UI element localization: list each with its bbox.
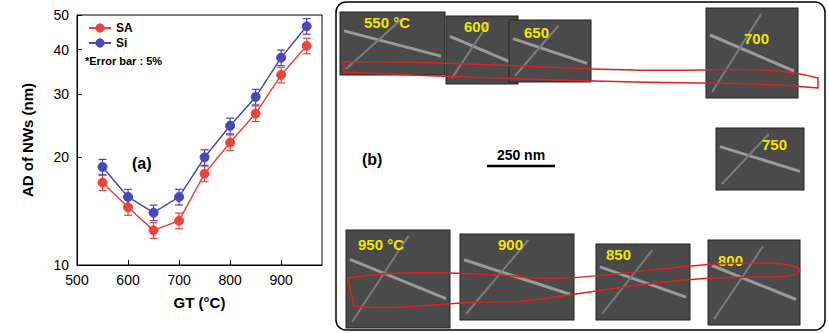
svg-text:950 °C: 950 °C [358, 236, 404, 253]
svg-text:500: 500 [65, 272, 89, 288]
svg-text:40: 40 [53, 42, 69, 58]
svg-text:550 °C: 550 °C [364, 14, 410, 31]
svg-text:650: 650 [524, 24, 549, 41]
svg-text:50: 50 [53, 7, 69, 23]
svg-text:900: 900 [269, 272, 293, 288]
svg-text:700: 700 [167, 272, 191, 288]
svg-text:600: 600 [116, 272, 140, 288]
svg-text:900: 900 [498, 236, 523, 253]
svg-text:250 nm: 250 nm [497, 147, 545, 163]
svg-text:600: 600 [464, 18, 489, 35]
svg-text:Si: Si [116, 36, 127, 50]
svg-text:(a): (a) [132, 155, 152, 172]
svg-text:20: 20 [53, 149, 69, 165]
svg-text:10: 10 [53, 257, 69, 273]
svg-text:(b): (b) [362, 151, 382, 168]
svg-text:*Error bar : 5%: *Error bar : 5% [85, 55, 162, 67]
svg-text:800: 800 [218, 272, 242, 288]
svg-text:750: 750 [762, 136, 787, 153]
svg-text:700: 700 [744, 30, 769, 47]
svg-text:30: 30 [53, 86, 69, 102]
svg-text:850: 850 [606, 246, 631, 263]
svg-text:GT (°C): GT (°C) [174, 294, 226, 311]
svg-text:SA: SA [116, 21, 133, 35]
svg-text:AD of NWs (nm): AD of NWs (nm) [19, 83, 36, 197]
svg-text:800: 800 [718, 252, 743, 269]
